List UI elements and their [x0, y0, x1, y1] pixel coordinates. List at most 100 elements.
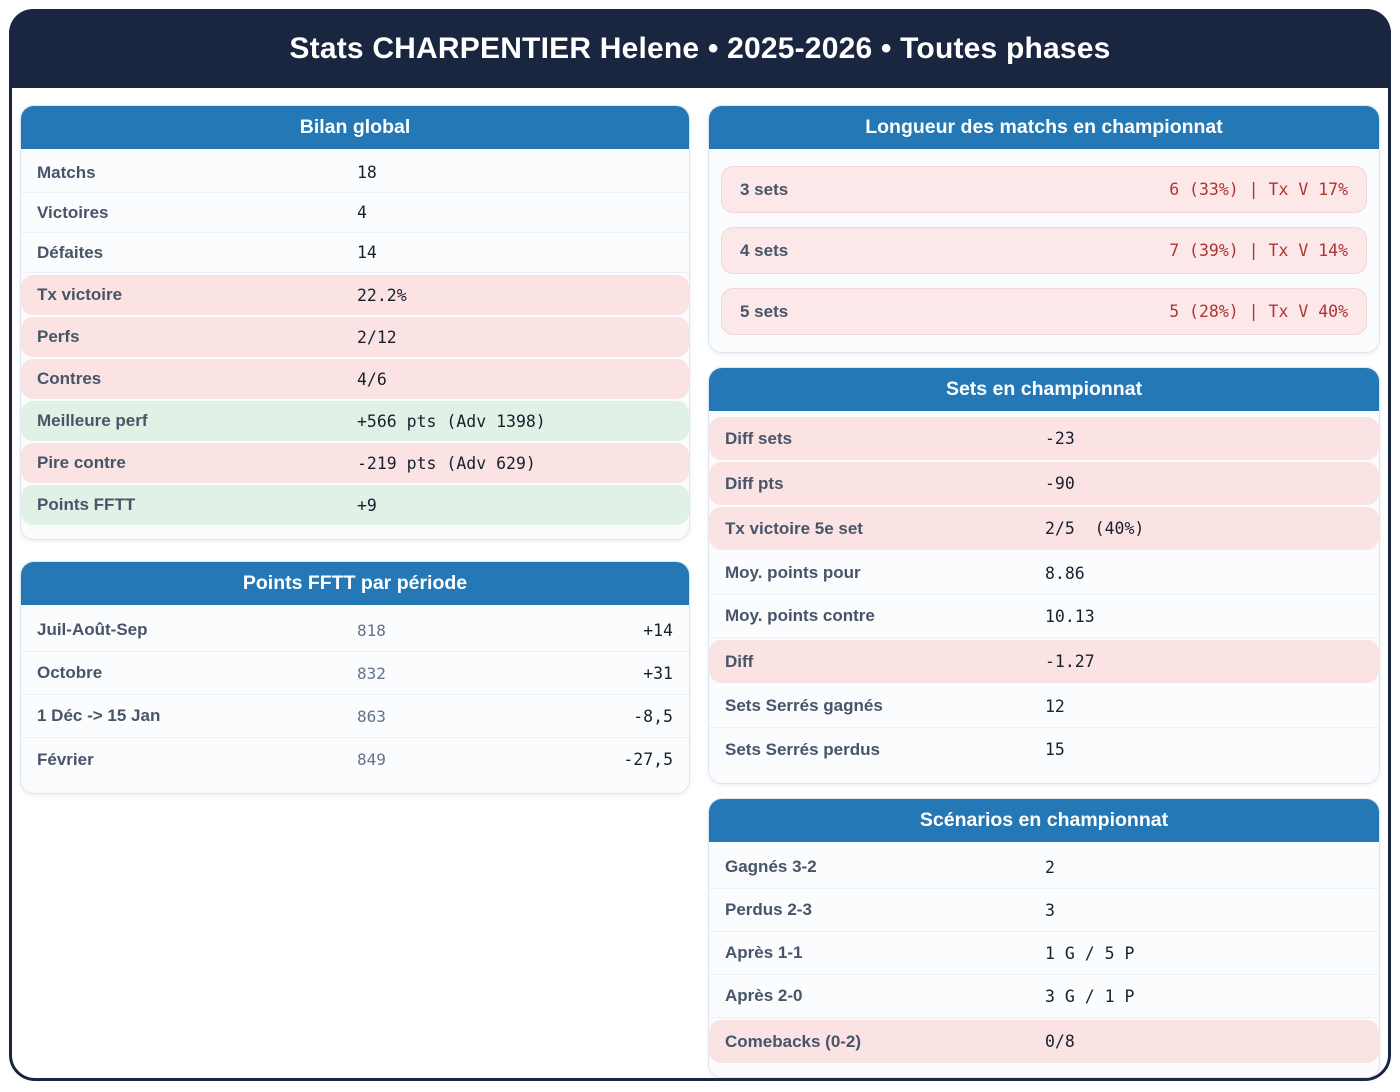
stat-label: Sets Serrés gagnés	[725, 696, 883, 715]
panel-sets-championnat-title: Sets en championnat	[709, 368, 1379, 411]
period-row: Octobre 832 +31	[21, 652, 689, 695]
stat-value: 1 G / 5 P	[1045, 943, 1135, 963]
panel-sets-championnat: Sets en championnat Diff sets -23 Diff p…	[708, 367, 1380, 784]
stat-label: Sets Serrés perdus	[725, 739, 880, 759]
stat-row: Sets Serrés gagnés 12	[709, 685, 1379, 728]
stat-row: Perdus 2-3 3	[709, 889, 1379, 932]
stat-row: Moy. points pour 8.86	[709, 552, 1379, 595]
period-delta: +14	[643, 620, 673, 640]
stat-label: Diff	[725, 651, 754, 671]
stat-value: 22.2%	[357, 285, 407, 305]
stat-row: Après 1-1 1 G / 5 P	[709, 932, 1379, 975]
stat-label: Gagnés 3-2	[725, 857, 817, 876]
period-row: Février 849 -27,5	[21, 738, 689, 781]
stat-row: Défaites 14	[21, 233, 689, 273]
stat-label: Défaites	[37, 242, 104, 262]
match-length-label: 5 sets	[740, 301, 789, 321]
left-column: Bilan global Matchs 18 Victoires 4 Défai…	[20, 105, 690, 815]
stat-value: 4/6	[357, 369, 387, 389]
period-label: Octobre	[37, 663, 103, 682]
page-title: Stats CHARPENTIER Helene • 2025-2026 • T…	[289, 31, 1111, 65]
stat-label: Contres	[37, 369, 102, 388]
match-length-row: 5 sets 5 (28%) | Tx V 40%	[721, 288, 1367, 335]
stat-row: Moy. points contre 10.13	[709, 595, 1379, 638]
panel-scenarios: Scénarios en championnat Gagnés 3-2 2 Pe…	[708, 798, 1380, 1078]
stat-value: +566 pts (Adv 1398)	[357, 411, 546, 431]
panel-points-periode-body: Juil-Août-Sep 818 +14 Octobre 832 +31 1 …	[21, 605, 689, 793]
period-points: 832	[357, 663, 386, 683]
stat-label: Moy. points pour	[725, 563, 861, 582]
match-length-value: 5 (28%) | Tx V 40%	[1169, 302, 1348, 321]
stat-label: Après 2-0	[725, 986, 803, 1005]
period-delta: -8,5	[633, 706, 673, 726]
stat-row: Matchs 18	[21, 153, 689, 193]
stat-row: Sets Serrés perdus 15	[709, 728, 1379, 771]
stat-label: Perdus 2-3	[725, 900, 812, 919]
period-label: Juil-Août-Sep	[37, 620, 148, 639]
panel-longueur-matchs-title: Longueur des matchs en championnat	[709, 106, 1379, 149]
stat-label: Victoires	[37, 202, 109, 222]
stat-row: Diff sets -23	[709, 417, 1379, 460]
stat-row: Pire contre -219 pts (Adv 629)	[21, 443, 689, 483]
match-length-value: 7 (39%) | Tx V 14%	[1169, 241, 1348, 260]
stat-value: 2/12	[357, 327, 397, 347]
stat-row: Tx victoire 22.2%	[21, 275, 689, 315]
stat-label: Points FFTT	[37, 495, 136, 514]
stat-row: Meilleure perf +566 pts (Adv 1398)	[21, 401, 689, 441]
stat-value: 15	[1045, 740, 1065, 759]
stat-value: -23	[1045, 429, 1075, 448]
panel-scenarios-title: Scénarios en championnat	[709, 799, 1379, 842]
panel-longueur-matchs-body: 3 sets 6 (33%) | Tx V 17% 4 sets 7 (39%)…	[709, 149, 1379, 352]
stat-row: Diff -1.27	[709, 640, 1379, 683]
period-points: 849	[357, 750, 386, 769]
stat-value: -90	[1045, 474, 1075, 493]
stat-row: Diff pts -90	[709, 462, 1379, 505]
period-label: Février	[37, 749, 94, 769]
period-row: Juil-Août-Sep 818 +14	[21, 609, 689, 652]
period-delta: +31	[643, 663, 673, 683]
stat-value: 0/8	[1045, 1032, 1075, 1051]
stat-row: Après 2-0 3 G / 1 P	[709, 975, 1379, 1018]
panel-bilan-global: Bilan global Matchs 18 Victoires 4 Défai…	[20, 105, 690, 540]
stat-label: Tx victoire 5e set	[725, 518, 863, 538]
stat-row: Tx victoire 5e set 2/5 (40%)	[709, 507, 1379, 550]
stat-label: Perfs	[37, 327, 80, 346]
stat-label: Comebacks (0-2)	[725, 1031, 862, 1051]
stat-label: Moy. points contre	[725, 606, 875, 625]
stat-value: 8.86	[1045, 563, 1085, 583]
period-row: 1 Déc -> 15 Jan 863 -8,5	[21, 695, 689, 738]
stat-row: Victoires 4	[21, 193, 689, 233]
stat-label: Diff sets	[725, 428, 793, 448]
stat-label: Tx victoire	[37, 285, 123, 304]
panel-sets-championnat-body: Diff sets -23 Diff pts -90 Tx victoire 5…	[709, 411, 1379, 783]
stat-label: Diff pts	[725, 473, 784, 493]
stat-label: Pire contre	[37, 453, 126, 472]
stat-value: -1.27	[1045, 652, 1095, 671]
match-length-label: 3 sets	[740, 179, 789, 199]
panel-bilan-global-body: Matchs 18 Victoires 4 Défaites 14 Tx vic…	[21, 149, 689, 539]
period-label: 1 Déc -> 15 Jan	[37, 706, 161, 725]
panel-bilan-global-title: Bilan global	[21, 106, 689, 149]
stat-row: Comebacks (0-2) 0/8	[709, 1020, 1379, 1063]
panel-points-periode-title: Points FFTT par période	[21, 562, 689, 605]
period-points: 863	[357, 706, 386, 726]
page-header: Stats CHARPENTIER Helene • 2025-2026 • T…	[9, 9, 1391, 88]
stat-label: Matchs	[37, 162, 96, 182]
stat-value: +9	[357, 495, 377, 515]
stat-row: Perfs 2/12	[21, 317, 689, 357]
match-length-label: 4 sets	[740, 240, 789, 260]
stat-value: 3	[1045, 900, 1055, 920]
stat-row: Gagnés 3-2 2	[709, 846, 1379, 889]
stat-value: -219 pts (Adv 629)	[357, 453, 536, 473]
match-length-row: 3 sets 6 (33%) | Tx V 17%	[721, 166, 1367, 213]
period-points: 818	[357, 620, 386, 640]
stat-label: Après 1-1	[725, 943, 803, 962]
right-column: Longueur des matchs en championnat 3 set…	[708, 105, 1380, 1092]
period-delta: -27,5	[623, 750, 673, 769]
stat-value: 12	[1045, 696, 1065, 716]
panel-points-periode: Points FFTT par période Juil-Août-Sep 81…	[20, 561, 690, 794]
match-length-row: 4 sets 7 (39%) | Tx V 14%	[721, 227, 1367, 274]
panel-scenarios-body: Gagnés 3-2 2 Perdus 2-3 3 Après 1-1 1 G …	[709, 842, 1379, 1077]
stat-label: Meilleure perf	[37, 411, 148, 430]
stat-row: Contres 4/6	[21, 359, 689, 399]
